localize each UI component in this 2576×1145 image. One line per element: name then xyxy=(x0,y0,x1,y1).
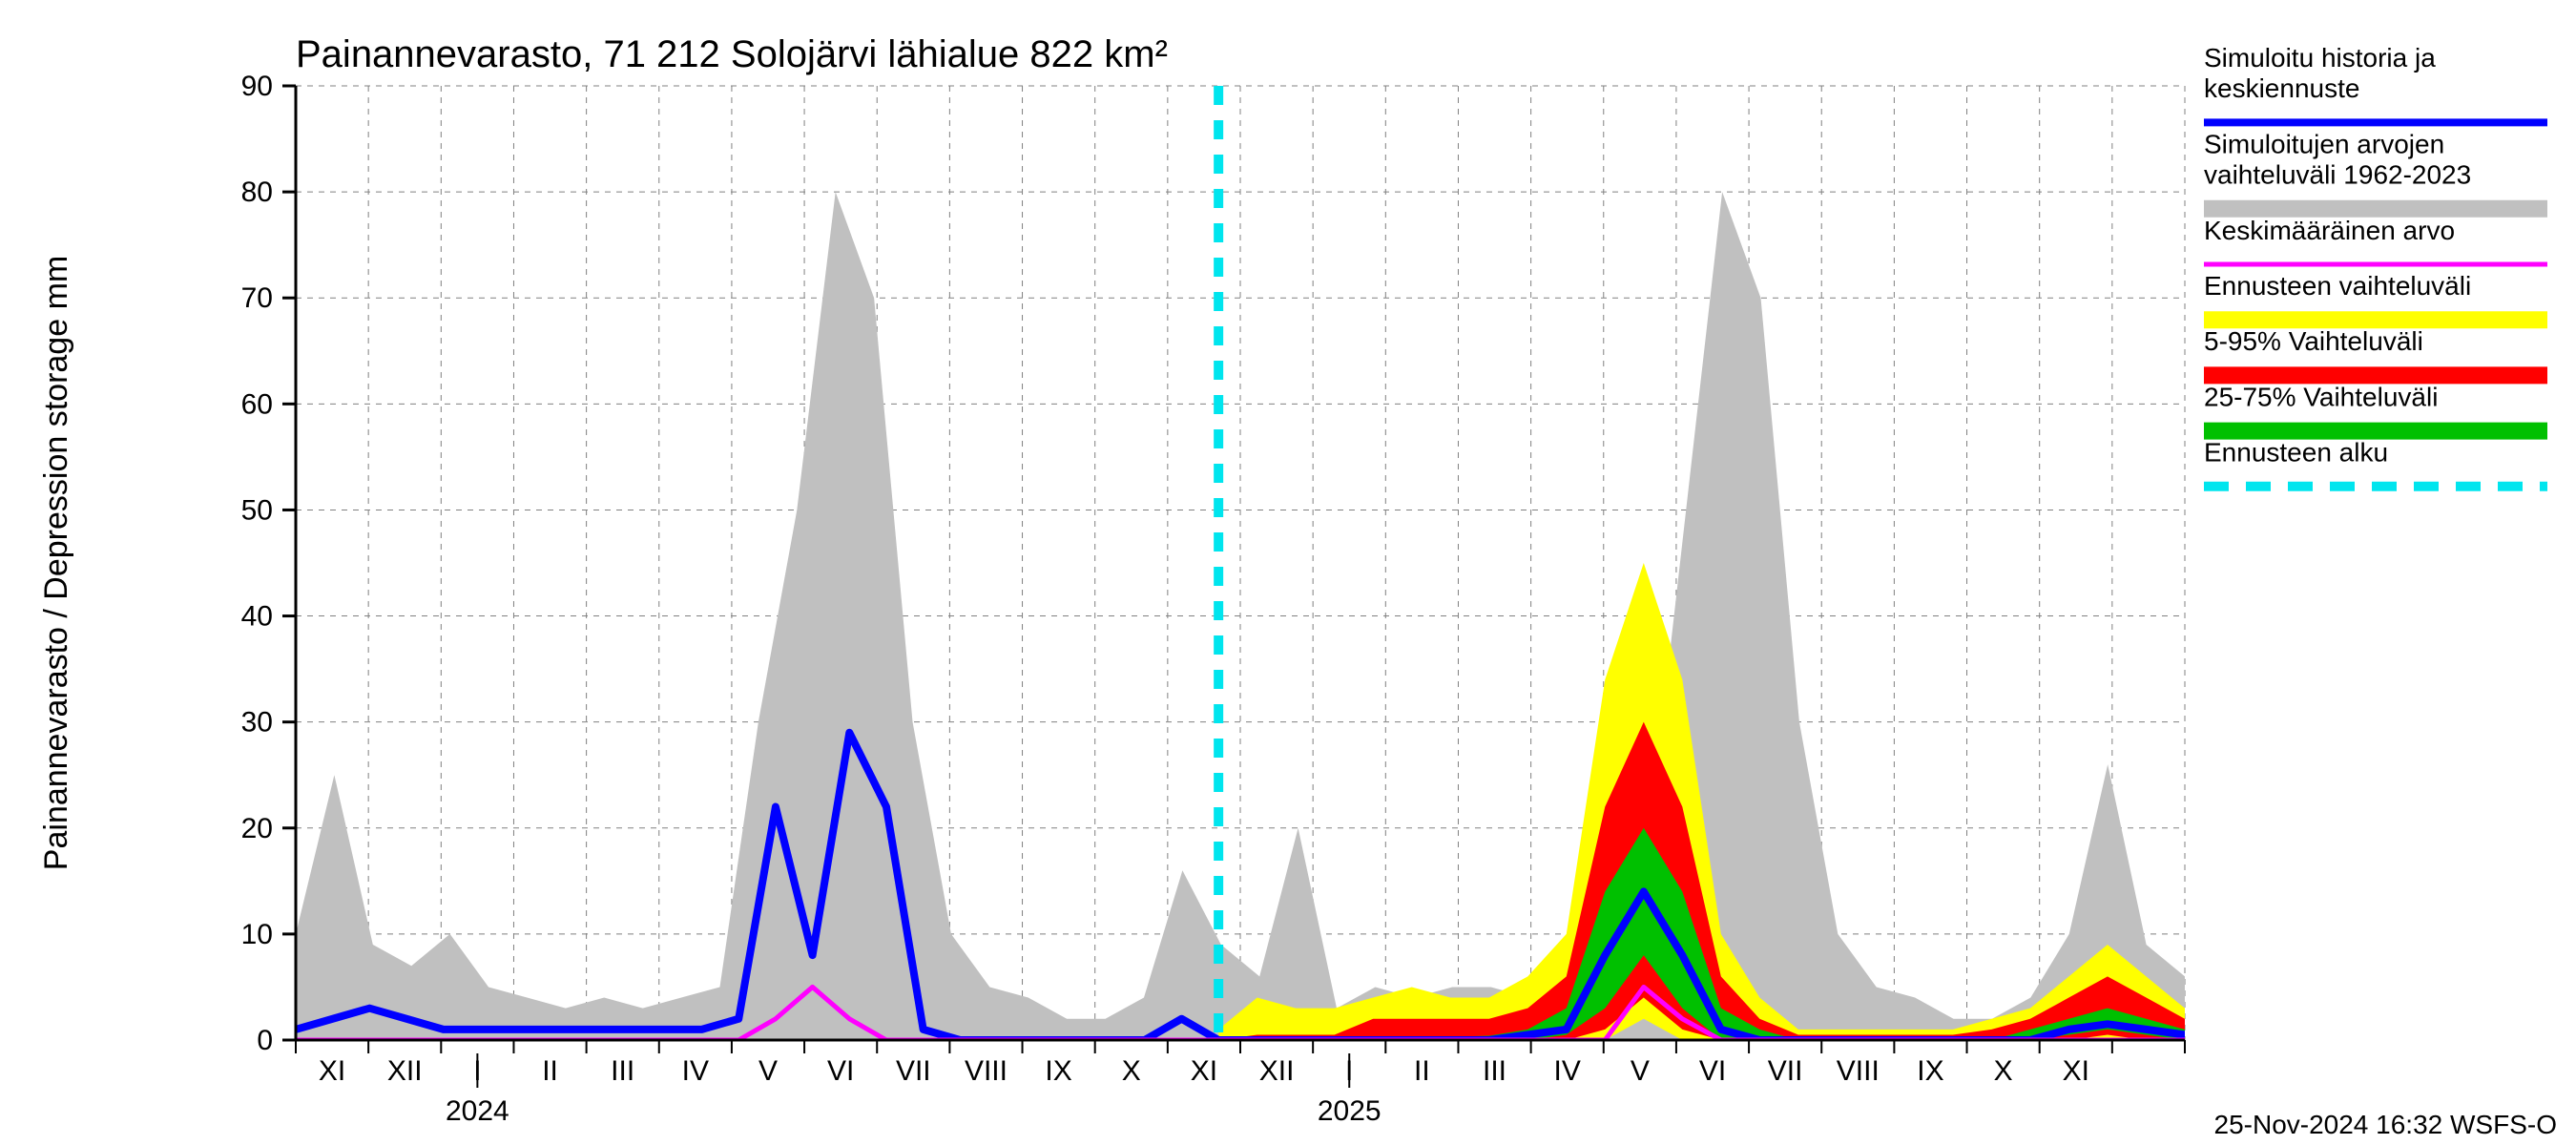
y-tick-label: 80 xyxy=(241,177,273,208)
x-month-label: VIII xyxy=(965,1055,1008,1087)
chart-title: Painannevarasto, 71 212 Solojärvi lähial… xyxy=(296,33,1168,75)
x-month-label: X xyxy=(1994,1055,2013,1087)
x-month-label: VIII xyxy=(1837,1055,1880,1087)
y-tick-label: 40 xyxy=(241,601,273,633)
x-month-label: V xyxy=(1631,1055,1650,1087)
x-month-label: II xyxy=(542,1055,558,1087)
x-month-label: VI xyxy=(827,1055,854,1087)
x-month-label: XII xyxy=(1259,1055,1295,1087)
y-tick-label: 60 xyxy=(241,388,273,420)
x-month-label: IX xyxy=(1917,1055,1943,1087)
y-tick-label: 50 xyxy=(241,494,273,526)
x-month-label: XII xyxy=(387,1055,423,1087)
legend-label: Ennusteen alku xyxy=(2204,438,2388,468)
x-month-label: V xyxy=(758,1055,778,1087)
y-axis-label: Painannevarasto / Depression storage mm xyxy=(38,256,74,870)
x-month-label: IX xyxy=(1045,1055,1071,1087)
x-month-label: X xyxy=(1122,1055,1141,1087)
x-month-label: IV xyxy=(682,1055,709,1087)
chart-svg: 0102030405060708090XIXIIIIIIIIIVVVIVIIVI… xyxy=(0,0,2576,1145)
legend-label: Simuloitu historia ja xyxy=(2204,43,2436,73)
y-tick-label: 90 xyxy=(241,71,273,102)
y-tick-label: 70 xyxy=(241,282,273,314)
legend-label: 25-75% Vaihteluväli xyxy=(2204,382,2438,411)
legend-label: Keskimääräinen arvo xyxy=(2204,216,2455,245)
y-tick-label: 0 xyxy=(257,1025,273,1056)
y-tick-label: 20 xyxy=(241,813,273,844)
x-month-label: III xyxy=(1483,1055,1506,1087)
y-tick-label: 30 xyxy=(241,707,273,739)
x-year-label: 2024 xyxy=(446,1095,509,1127)
legend-label: Ennusteen vaihteluväli xyxy=(2204,271,2471,301)
x-month-label: VI xyxy=(1699,1055,1726,1087)
x-month-label: III xyxy=(611,1055,634,1087)
legend-label: 5-95% Vaihteluväli xyxy=(2204,326,2423,356)
legend-label: vaihteluväli 1962-2023 xyxy=(2204,160,2471,190)
x-month-label: XI xyxy=(2063,1055,2089,1087)
legend-label: Simuloitujen arvojen xyxy=(2204,129,2444,158)
y-tick-label: 10 xyxy=(241,919,273,950)
footer-timestamp: 25-Nov-2024 16:32 WSFS-O xyxy=(2214,1110,2558,1139)
x-month-label: VII xyxy=(896,1055,931,1087)
x-month-label: VII xyxy=(1768,1055,1803,1087)
chart-container: 0102030405060708090XIXIIIIIIIIIVVVIVIIVI… xyxy=(0,0,2576,1145)
x-month-label: XI xyxy=(319,1055,345,1087)
legend-label: keskiennuste xyxy=(2204,73,2359,103)
x-month-label: IV xyxy=(1554,1055,1581,1087)
x-month-label: XI xyxy=(1191,1055,1217,1087)
x-month-label: II xyxy=(1414,1055,1430,1087)
x-year-label: 2025 xyxy=(1318,1095,1381,1127)
